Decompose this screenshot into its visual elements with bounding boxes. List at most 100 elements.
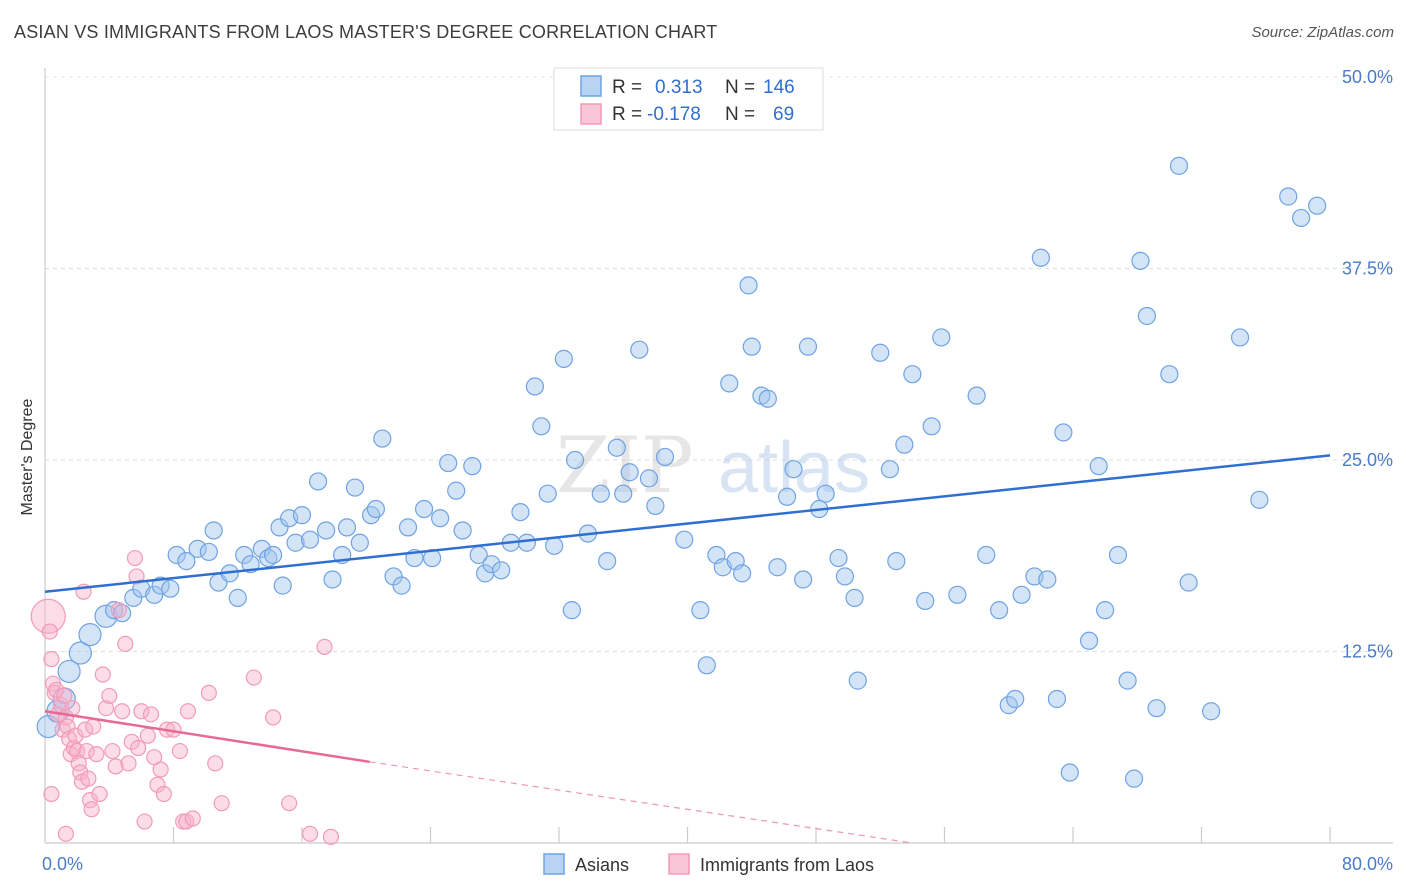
asians-point-110 — [967, 386, 986, 405]
asians-point-132 — [1169, 156, 1189, 175]
laos-point-8 — [54, 721, 71, 738]
legend-swatch-laos — [668, 853, 690, 875]
asians-point-47 — [414, 499, 434, 519]
asians-point-67 — [565, 450, 585, 470]
asians-point-126 — [1118, 671, 1137, 690]
asians-point-72 — [614, 484, 633, 503]
asians-point-40 — [361, 506, 381, 525]
asians-point-24 — [252, 539, 271, 558]
laos-point-41 — [128, 568, 145, 585]
laos-point-63 — [281, 795, 298, 812]
asians-point-108 — [932, 328, 951, 347]
laos-point-68 — [301, 825, 319, 842]
stats-n-label-asians: N = — [725, 77, 755, 98]
stats-r-label-asians: R = — [612, 77, 642, 98]
asians-point-86 — [739, 276, 758, 295]
asians-point-131 — [1160, 365, 1179, 384]
y-tick-labels: 12.5% 25.0% 37.5% 50.0% — [1342, 67, 1393, 662]
laos-point-2 — [43, 651, 60, 668]
asians-point-138 — [1291, 208, 1311, 228]
asians-point-35 — [323, 570, 342, 589]
asians-point-5 — [78, 623, 102, 647]
asians-point-137 — [1279, 187, 1298, 206]
asians-point-42 — [373, 429, 392, 448]
asians-point-73 — [620, 463, 639, 482]
asians-point-66 — [562, 601, 581, 620]
laos-point-0 — [30, 598, 66, 634]
asians-point-53 — [463, 457, 482, 476]
asians-point-118 — [1038, 570, 1057, 589]
asians-point-17 — [199, 542, 218, 562]
asians-point-114 — [1006, 689, 1025, 709]
asians-point-49 — [431, 509, 450, 528]
x-tick-labels: 0.0% 80.0% — [42, 854, 1393, 874]
asians-point-64 — [545, 536, 564, 555]
stats-r-value-laos: -0.178 — [647, 104, 701, 125]
laos-point-61 — [245, 669, 262, 686]
laos-point-45 — [139, 727, 156, 744]
series-immigrants-from-laos — [30, 549, 340, 845]
asians-point-104 — [895, 435, 914, 454]
laos-point-33 — [104, 742, 121, 760]
asians-point-121 — [1060, 763, 1079, 782]
asians-point-89 — [758, 389, 777, 408]
asians-point-129 — [1137, 306, 1156, 326]
asians-point-133 — [1179, 573, 1198, 592]
asians-point-30 — [286, 533, 305, 552]
asians-point-59 — [511, 502, 530, 522]
asians-point-69 — [591, 484, 610, 503]
asians-point-33 — [308, 472, 328, 491]
asians-point-62 — [532, 417, 551, 436]
asians-point-79 — [691, 601, 710, 620]
asians-point-65 — [554, 349, 573, 368]
laos-point-50 — [155, 785, 172, 803]
asians-point-96 — [816, 484, 835, 503]
laos-point-23 — [78, 742, 95, 760]
stats-box: R = 0.313 N = 146 R = -0.178 N = 69 — [553, 67, 824, 131]
asians-point-83 — [720, 374, 739, 393]
asians-point-94 — [798, 337, 818, 356]
laos-point-48 — [149, 776, 166, 793]
asians-point-18 — [204, 521, 223, 540]
laos-point-28 — [88, 746, 105, 763]
laos-point-5 — [48, 681, 65, 698]
stats-swatch-laos — [580, 103, 602, 125]
asians-point-13 — [161, 579, 180, 598]
laos-point-34 — [107, 758, 124, 775]
watermark-atlas: atlas — [718, 428, 870, 508]
asians-point-32 — [300, 530, 320, 549]
asians-point-41 — [366, 499, 385, 519]
asians-point-99 — [845, 588, 864, 607]
laos-point-66 — [43, 785, 60, 803]
legend-label-asians: Asians — [575, 855, 629, 875]
asians-point-77 — [655, 447, 675, 467]
laos-point-30 — [94, 666, 111, 683]
trend-line-laos-extension — [369, 761, 913, 844]
asians-point-100 — [848, 671, 867, 690]
laos-point-24 — [80, 770, 97, 787]
laos-point-46 — [142, 706, 160, 723]
laos-point-57 — [184, 810, 201, 827]
axes — [44, 68, 1393, 844]
stats-swatch-asians — [580, 75, 602, 97]
y-tick-label-1: 25.0% — [1342, 450, 1393, 470]
asians-point-70 — [598, 552, 617, 571]
asians-point-122 — [1079, 631, 1099, 650]
asians-point-101 — [871, 343, 890, 362]
asians-point-105 — [903, 365, 922, 384]
asians-point-26 — [263, 545, 283, 565]
asians-point-80 — [697, 656, 716, 675]
laos-point-42 — [130, 739, 147, 757]
asians-point-61 — [525, 377, 545, 396]
asians-point-25 — [259, 548, 278, 568]
legend-swatch-asians — [543, 853, 565, 875]
asians-point-31 — [292, 506, 312, 525]
asians-point-27 — [270, 518, 289, 537]
laos-point-38 — [120, 755, 137, 772]
laos-point-35 — [110, 602, 127, 619]
x-tick-label-1: 80.0% — [1342, 854, 1393, 874]
asians-point-28 — [273, 576, 292, 595]
asians-point-109 — [948, 585, 967, 604]
laos-point-60 — [213, 795, 230, 812]
